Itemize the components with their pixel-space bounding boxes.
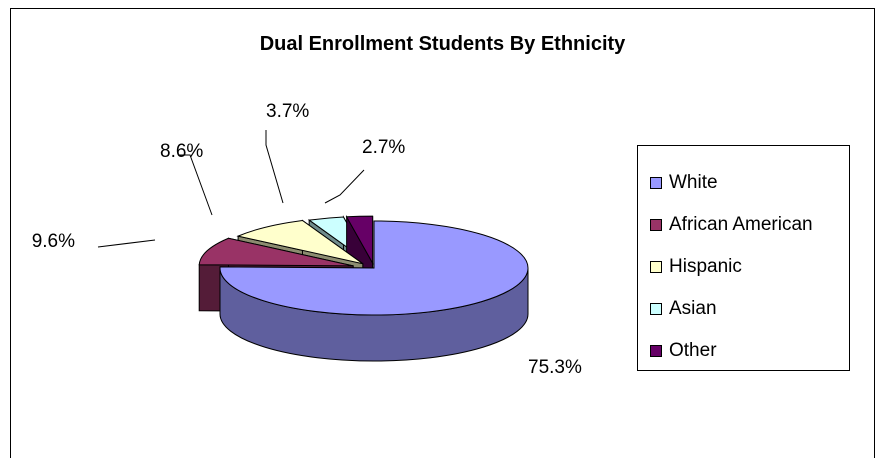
legend-swatch-hispanic	[650, 261, 662, 273]
legend-label-hispanic: Hispanic	[669, 256, 742, 277]
legend-label-white: White	[669, 172, 718, 193]
legend-item-hispanic: Hispanic	[650, 254, 742, 280]
legend-swatch-white	[650, 177, 662, 189]
legend-swatch-african-american	[650, 219, 662, 231]
legend-item-white: White	[650, 170, 718, 196]
leader-line-african-american	[97, 239, 156, 248]
legend-item-asian: Asian	[650, 296, 717, 322]
legend-label-african-american: African American	[669, 214, 813, 235]
data-label-asian: 3.7%	[266, 101, 309, 122]
legend-label-asian: Asian	[669, 298, 717, 319]
legend-swatch-other	[650, 345, 662, 357]
chart-title: Dual Enrollment Students By Ethnicity	[259, 33, 626, 55]
legend: White African American Hispanic Asian Ot…	[637, 145, 850, 371]
pie-slice-white	[219, 220, 529, 362]
data-label-white: 75.3%	[528, 357, 582, 378]
legend-item-other: Other	[650, 338, 717, 364]
legend-swatch-asian	[650, 303, 662, 315]
data-label-african-american: 9.6%	[32, 231, 75, 252]
leader-line-other	[324, 169, 365, 204]
leader-line-asian	[265, 130, 284, 204]
legend-label-other: Other	[669, 340, 717, 361]
data-label-other: 2.7%	[362, 137, 405, 158]
data-label-hispanic: 8.6%	[160, 141, 203, 162]
legend-item-african-american: African American	[650, 212, 813, 238]
leader-line-hispanic	[178, 154, 213, 216]
